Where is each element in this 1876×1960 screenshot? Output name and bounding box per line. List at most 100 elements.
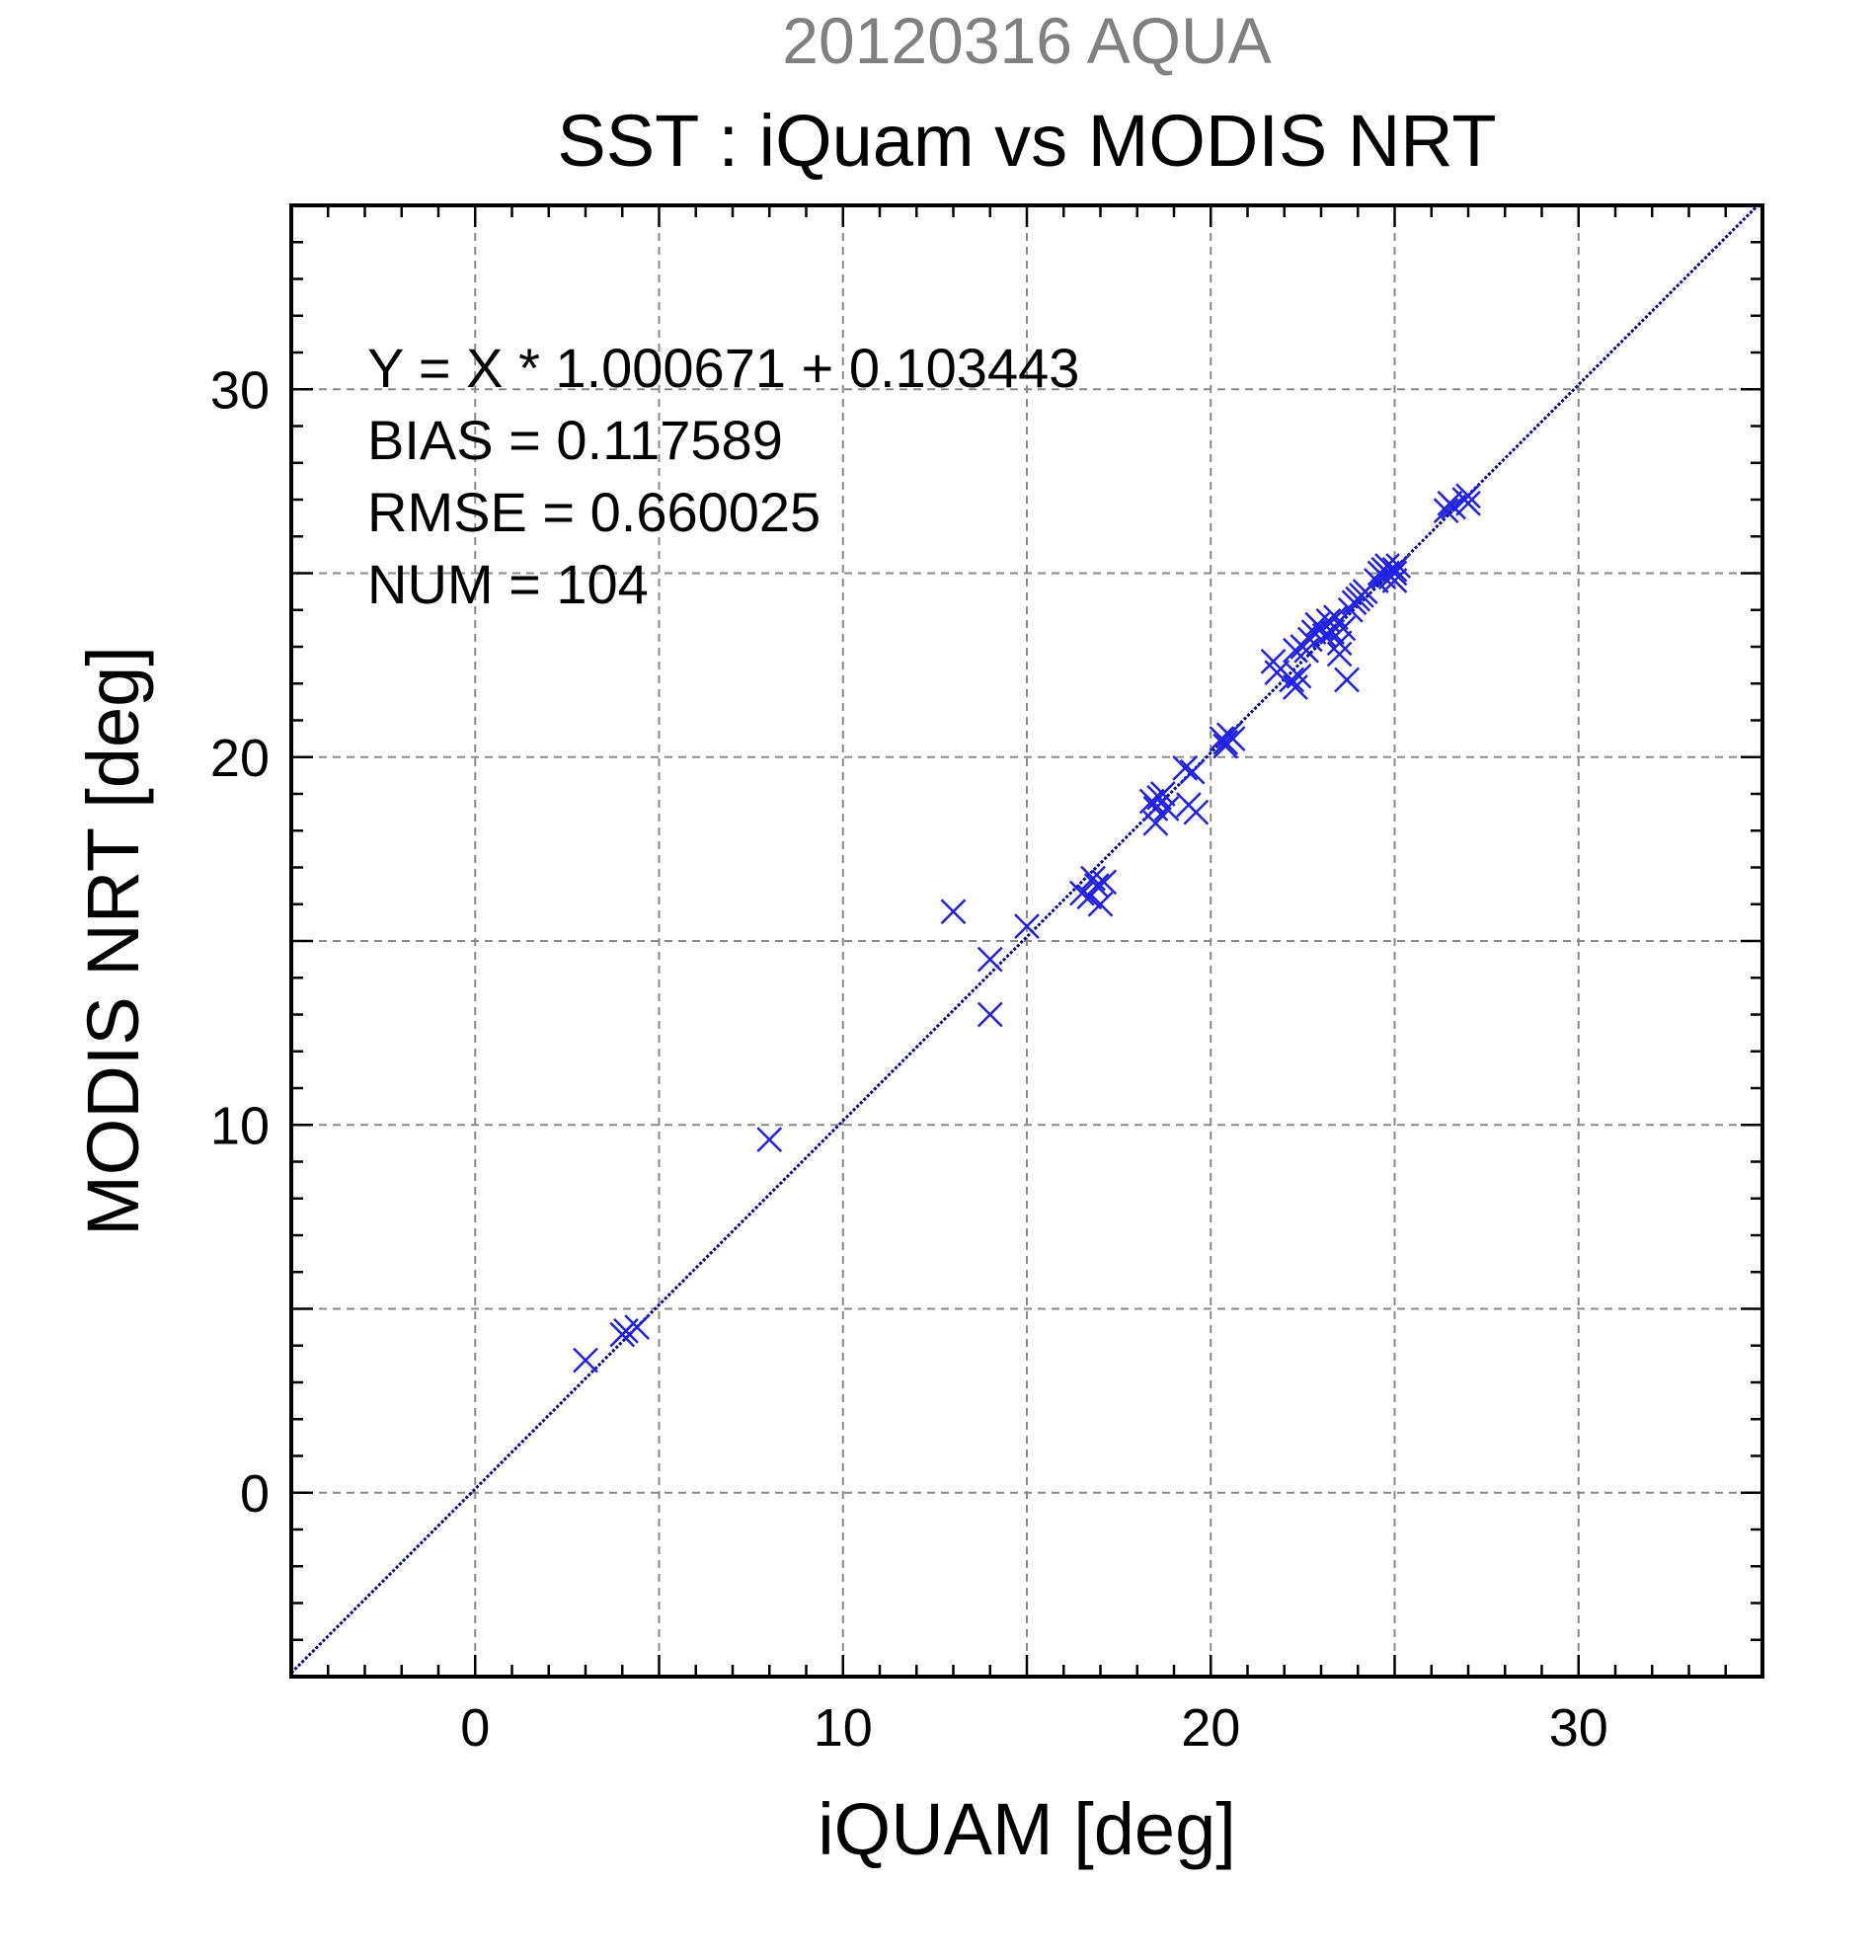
data-point-stroke xyxy=(1323,604,1349,631)
stats-annotations: Y = X * 1.000671 + 0.103443 BIAS = 0.1175… xyxy=(367,337,1079,615)
data-point xyxy=(1149,781,1176,807)
data-point-stroke xyxy=(977,1001,1003,1028)
data-point xyxy=(1441,494,1466,520)
data-point-stroke xyxy=(1330,615,1357,642)
data-point xyxy=(1183,799,1210,825)
data-point-stroke xyxy=(1433,498,1459,524)
data-point xyxy=(1326,630,1353,657)
stats-annotation-line: RMSE = 0.660025 xyxy=(367,481,821,543)
data-point-stroke xyxy=(1441,494,1466,520)
data-point-stroke xyxy=(940,899,967,925)
data-point xyxy=(1286,663,1312,689)
data-point-stroke xyxy=(1080,865,1106,892)
data-point xyxy=(1212,729,1239,755)
data-point xyxy=(1138,788,1165,815)
data-point-stroke xyxy=(1385,553,1412,579)
y-tick-label: 30 xyxy=(210,360,270,420)
data-point xyxy=(1330,615,1357,642)
data-point-stroke xyxy=(624,1314,651,1341)
x-tick-label: 20 xyxy=(1181,1698,1240,1758)
data-point-stroke xyxy=(1142,796,1169,822)
data-point xyxy=(1142,796,1169,822)
data-point xyxy=(1142,810,1169,836)
data-point xyxy=(1370,564,1397,590)
fit-line xyxy=(289,203,1759,1675)
data-point-stroke xyxy=(1264,660,1290,685)
data-point-stroke xyxy=(1153,796,1180,822)
data-point-stroke xyxy=(1334,666,1360,693)
data-point xyxy=(1385,553,1412,579)
data-point-stroke xyxy=(1315,608,1342,634)
y-tick-label: 10 xyxy=(210,1096,270,1155)
stats-annotation-line: BIAS = 0.117589 xyxy=(367,409,783,471)
x-tick-label: 10 xyxy=(814,1698,873,1758)
data-point-stroke xyxy=(1138,788,1165,815)
data-point xyxy=(573,1347,598,1373)
data-point-stroke xyxy=(977,946,1003,973)
data-point-stroke xyxy=(1337,596,1364,623)
data-point-stroke xyxy=(1219,726,1246,752)
chart-subtitle: 20120316 AQUA xyxy=(782,4,1271,77)
data-point-stroke xyxy=(1172,755,1199,781)
stats-annotation-line: NUM = 104 xyxy=(367,553,649,615)
points-layer xyxy=(573,483,1481,1373)
y-axis-label: MODIS NRT [deg] xyxy=(72,646,154,1236)
data-point xyxy=(1311,622,1338,649)
data-point xyxy=(1014,913,1040,939)
x-tick-label: 0 xyxy=(460,1698,490,1758)
data-point-stroke xyxy=(1279,666,1305,693)
data-point xyxy=(1087,891,1114,917)
data-point xyxy=(1172,755,1199,781)
chart-title: SST : iQuam vs MODIS NRT xyxy=(557,100,1496,182)
data-point xyxy=(1153,796,1180,822)
data-point xyxy=(1455,483,1481,510)
data-point xyxy=(1068,880,1095,906)
data-point-stroke xyxy=(1326,641,1353,667)
ticks-layer xyxy=(291,205,1762,1677)
data-point-stroke xyxy=(1455,483,1481,510)
data-point xyxy=(1264,660,1290,685)
data-point-stroke xyxy=(1286,663,1312,689)
data-point-stroke xyxy=(1381,568,1408,593)
data-point xyxy=(977,946,1003,973)
data-point xyxy=(624,1314,651,1341)
data-point-stroke xyxy=(1091,869,1118,896)
data-point-stroke xyxy=(573,1347,598,1373)
data-point xyxy=(1219,726,1246,752)
data-point-stroke xyxy=(1068,880,1095,906)
grid-layer xyxy=(291,205,1762,1677)
data-point xyxy=(756,1127,783,1153)
data-point-stroke xyxy=(1363,568,1389,593)
data-point-stroke xyxy=(1370,564,1397,590)
data-point xyxy=(1279,666,1305,693)
data-point xyxy=(1179,758,1206,785)
data-point-stroke xyxy=(1179,758,1206,785)
data-point xyxy=(940,899,967,925)
data-point-stroke xyxy=(1014,913,1040,939)
tick-labels-layer: 0 10 20 30 0 10 20 30 xyxy=(210,360,1608,1758)
y-tick-label: 20 xyxy=(210,729,270,788)
data-point-stroke xyxy=(1212,729,1239,755)
y-tick-label: 0 xyxy=(240,1464,270,1524)
data-point-stroke xyxy=(1326,630,1353,657)
data-point-stroke xyxy=(1311,622,1338,649)
x-axis-label: iQUAM [deg] xyxy=(818,1788,1236,1870)
data-point-stroke xyxy=(1149,781,1176,807)
data-point-stroke xyxy=(756,1127,783,1153)
stats-annotation-line: Y = X * 1.000671 + 0.103443 xyxy=(367,337,1079,399)
data-point-stroke xyxy=(1183,799,1210,825)
data-point xyxy=(1433,498,1459,524)
data-point xyxy=(1080,865,1106,892)
data-point-stroke xyxy=(1260,649,1287,674)
data-point xyxy=(1326,641,1353,667)
data-point-stroke xyxy=(1300,619,1327,645)
data-point xyxy=(1363,568,1389,593)
data-point xyxy=(1455,490,1481,516)
data-point xyxy=(1337,596,1364,623)
data-point xyxy=(1334,666,1360,693)
x-tick-label: 30 xyxy=(1549,1698,1608,1758)
data-point-stroke xyxy=(1087,891,1114,917)
fit-line-layer xyxy=(289,203,1759,1675)
